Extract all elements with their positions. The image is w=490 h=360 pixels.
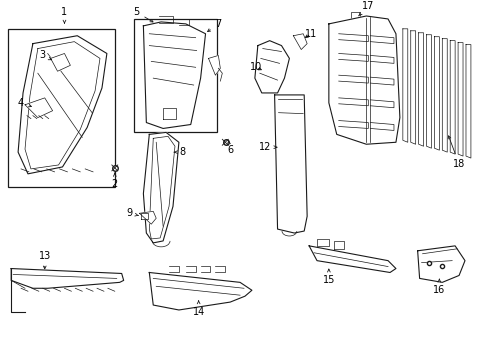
Polygon shape — [255, 41, 290, 93]
Polygon shape — [329, 16, 400, 144]
Polygon shape — [144, 22, 205, 129]
Polygon shape — [11, 269, 123, 288]
Polygon shape — [418, 33, 423, 146]
Polygon shape — [411, 31, 416, 144]
Text: 13: 13 — [39, 251, 51, 269]
Polygon shape — [140, 211, 156, 224]
Polygon shape — [274, 95, 307, 233]
Bar — [133, 19, 218, 132]
Text: 9: 9 — [126, 208, 138, 218]
Polygon shape — [403, 29, 408, 142]
Text: 10: 10 — [250, 62, 262, 72]
Polygon shape — [294, 34, 307, 50]
Text: 11: 11 — [305, 29, 317, 39]
Text: 1: 1 — [61, 7, 68, 23]
Polygon shape — [426, 35, 432, 148]
Text: 3: 3 — [40, 50, 51, 60]
Text: 8: 8 — [174, 147, 186, 157]
Polygon shape — [50, 54, 71, 71]
Polygon shape — [435, 37, 440, 150]
Polygon shape — [466, 45, 471, 158]
Text: 12: 12 — [259, 142, 277, 152]
Polygon shape — [18, 36, 107, 174]
Polygon shape — [209, 55, 221, 75]
Text: 5: 5 — [133, 7, 153, 22]
Polygon shape — [417, 246, 465, 282]
Polygon shape — [25, 98, 52, 118]
Text: 16: 16 — [433, 279, 445, 295]
Polygon shape — [144, 132, 179, 243]
Polygon shape — [149, 273, 252, 310]
Text: 6: 6 — [227, 141, 233, 155]
Text: 14: 14 — [193, 301, 205, 317]
Text: 15: 15 — [323, 269, 335, 285]
Text: 7: 7 — [208, 19, 221, 32]
Text: 2: 2 — [112, 173, 118, 189]
Polygon shape — [450, 41, 455, 154]
Text: 17: 17 — [359, 1, 374, 16]
Polygon shape — [458, 42, 463, 156]
Text: 4: 4 — [18, 98, 31, 108]
Polygon shape — [442, 39, 447, 152]
Polygon shape — [309, 246, 396, 273]
Text: 18: 18 — [448, 136, 465, 169]
Bar — [8, 29, 115, 187]
